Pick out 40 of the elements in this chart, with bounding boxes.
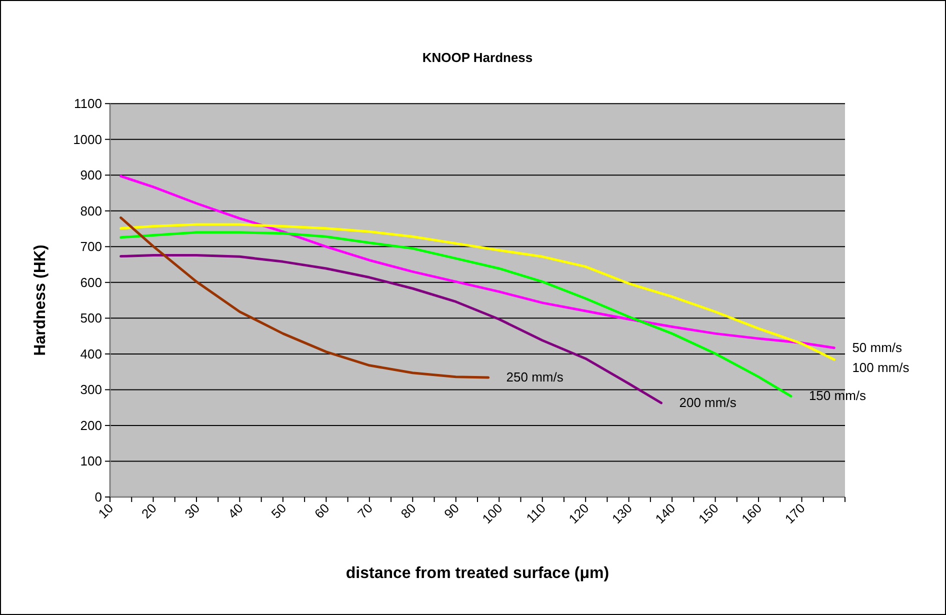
y-tick-label: 200 <box>80 418 102 433</box>
x-tick-label: 70 <box>354 500 376 522</box>
series-label: 100 mm/s <box>852 360 910 375</box>
y-axis-title: Hardness (HK) <box>32 244 49 356</box>
x-tick-label: 50 <box>268 500 290 522</box>
series-label: 200 mm/s <box>679 394 737 410</box>
x-tick-label: 130 <box>608 500 635 526</box>
y-tick-label: 300 <box>80 382 102 398</box>
line-series <box>120 174 836 350</box>
line-series <box>120 254 662 404</box>
series-label: 250 mm/s <box>506 370 564 385</box>
series-label: 50 mm/s <box>852 340 903 355</box>
y-tick-label: 400 <box>80 346 102 362</box>
x-tick-label: 160 <box>738 500 765 526</box>
line-series <box>120 231 792 398</box>
x-tick-label: 80 <box>398 500 419 522</box>
x-tick-label: 60 <box>311 500 332 522</box>
y-tick-label: 700 <box>80 239 102 254</box>
x-tick-label: 150 <box>695 500 722 526</box>
y-tick-label: 900 <box>80 168 102 183</box>
y-tick-label: 800 <box>80 203 102 218</box>
x-tick-label: 140 <box>652 500 678 526</box>
y-tick-label: 1100 <box>74 96 102 112</box>
y-tick-label: 1000 <box>73 132 102 147</box>
x-tick-label: 90 <box>441 500 462 522</box>
x-axis-title: distance from treated surface (μm) <box>346 565 610 582</box>
line-series <box>120 223 836 361</box>
y-tick-label: 500 <box>80 310 102 326</box>
series-label: 150 mm/s <box>808 388 867 404</box>
x-tick-label: 20 <box>138 500 160 522</box>
x-tick-label: 110 <box>523 500 548 526</box>
x-tick-label: 100 <box>479 500 506 526</box>
x-tick-label: 30 <box>182 500 203 522</box>
chart-title: KNOOP Hardness <box>422 50 533 65</box>
line-series <box>120 216 490 379</box>
x-tick-label: 120 <box>566 500 592 526</box>
x-tick-label: 170 <box>782 500 808 526</box>
x-tick-label: 40 <box>224 500 246 522</box>
y-tick-label: 600 <box>80 274 102 290</box>
y-tick-label: 100 <box>80 454 102 469</box>
